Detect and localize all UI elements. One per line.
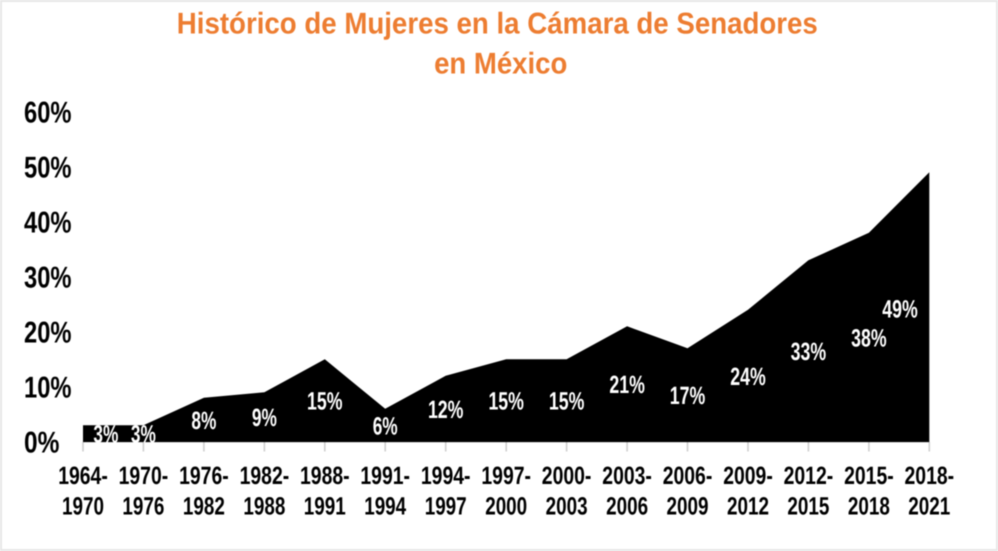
svg-text:3%: 3%: [131, 421, 156, 449]
svg-text:9%: 9%: [252, 404, 277, 432]
svg-text:15%: 15%: [307, 388, 343, 416]
svg-text:33%: 33%: [791, 338, 827, 366]
svg-text:1997-: 1997-: [481, 462, 531, 490]
svg-text:1994: 1994: [364, 492, 406, 520]
svg-text:2009: 2009: [667, 492, 709, 520]
svg-text:30%: 30%: [24, 262, 72, 295]
svg-text:2015-: 2015-: [844, 462, 894, 490]
svg-text:2012: 2012: [727, 492, 769, 520]
svg-text:Histórico de Mujeres en la Cám: Histórico de Mujeres en la Cámara de Sen…: [177, 8, 818, 41]
svg-text:49%: 49%: [882, 296, 918, 324]
svg-text:1964-: 1964-: [58, 462, 108, 490]
svg-text:2006: 2006: [606, 492, 648, 520]
svg-text:1982: 1982: [183, 492, 225, 520]
svg-text:2018-: 2018-: [905, 462, 955, 490]
svg-text:1997: 1997: [425, 492, 467, 520]
svg-text:12%: 12%: [428, 396, 464, 424]
svg-text:50%: 50%: [24, 152, 72, 185]
svg-text:en México: en México: [434, 48, 567, 81]
svg-text:38%: 38%: [851, 324, 887, 352]
svg-text:2006-: 2006-: [663, 462, 713, 490]
svg-text:1988: 1988: [243, 492, 285, 520]
svg-text:2012-: 2012-: [784, 462, 834, 490]
svg-text:60%: 60%: [24, 97, 72, 130]
svg-text:15%: 15%: [488, 388, 524, 416]
svg-text:1970: 1970: [62, 492, 104, 520]
svg-text:6%: 6%: [373, 412, 398, 440]
svg-text:10%: 10%: [24, 372, 72, 405]
svg-text:1976: 1976: [122, 492, 164, 520]
svg-text:3%: 3%: [93, 421, 118, 449]
svg-text:8%: 8%: [191, 407, 216, 435]
svg-text:2000-: 2000-: [542, 462, 592, 490]
svg-text:1991-: 1991-: [360, 462, 410, 490]
svg-text:2003-: 2003-: [602, 462, 652, 490]
svg-text:1994-: 1994-: [421, 462, 471, 490]
svg-text:2009-: 2009-: [723, 462, 773, 490]
svg-text:2015: 2015: [787, 492, 829, 520]
svg-text:17%: 17%: [670, 382, 706, 410]
svg-text:1976-: 1976-: [179, 462, 229, 490]
svg-text:2000: 2000: [485, 492, 527, 520]
svg-text:40%: 40%: [24, 207, 72, 240]
svg-text:1988-: 1988-: [300, 462, 350, 490]
svg-text:2018: 2018: [848, 492, 890, 520]
svg-text:21%: 21%: [609, 371, 645, 399]
svg-text:15%: 15%: [549, 388, 585, 416]
svg-text:24%: 24%: [730, 363, 766, 391]
svg-text:1991: 1991: [304, 492, 346, 520]
svg-text:2003: 2003: [546, 492, 588, 520]
svg-text:0%: 0%: [24, 427, 59, 460]
svg-text:2021: 2021: [908, 492, 950, 520]
svg-text:20%: 20%: [24, 317, 72, 350]
svg-text:1970-: 1970-: [119, 462, 169, 490]
svg-text:1982-: 1982-: [240, 462, 290, 490]
